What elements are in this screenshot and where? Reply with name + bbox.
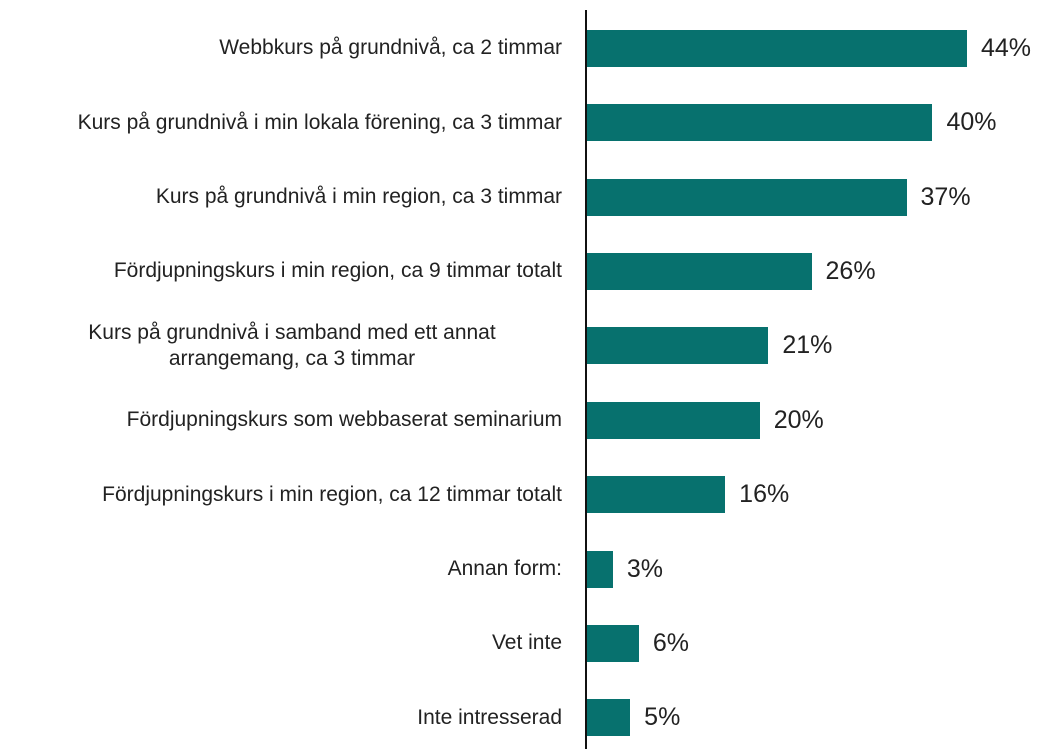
category-label: Fördjupningskurs som webbaserat seminari… — [126, 408, 562, 432]
category-label-box: Kurs på grundnivå i min region, ca 3 tim… — [2, 160, 562, 234]
category-label: Fördjupningskurs i min region, ca 12 tim… — [102, 482, 562, 506]
category-label-box: Vet inte — [2, 606, 562, 680]
category-label-box: Fördjupningskurs i min region, ca 9 timm… — [2, 234, 562, 308]
bar — [587, 104, 933, 142]
value-label: 16% — [739, 480, 790, 509]
value-label: 6% — [652, 628, 689, 657]
category-label: Fördjupningskurs i min region, ca 9 timm… — [113, 259, 562, 283]
category-label-box: Fördjupningskurs i min region, ca 12 tim… — [2, 458, 562, 532]
bar — [587, 699, 631, 737]
category-label: Kurs på grundnivå i min region, ca 3 tim… — [155, 185, 562, 208]
bar — [587, 29, 967, 67]
value-label: 40% — [946, 108, 997, 137]
bar — [587, 550, 613, 588]
category-label: Annan form: — [447, 557, 562, 580]
category-label: Webbkurs på grundnivå, ca 2 timmar — [219, 36, 562, 60]
value-label: 21% — [782, 331, 833, 360]
category-label-box: Inte intresserad — [2, 681, 562, 749]
value-label: 3% — [626, 554, 664, 583]
bar — [587, 401, 760, 439]
value-label: 20% — [773, 405, 824, 434]
bar — [587, 476, 726, 514]
category-label-box: Webbkurs på grundnivå, ca 2 timmar — [2, 11, 562, 85]
category-label-box: Kurs på grundnivå i samband med ett anna… — [2, 309, 562, 383]
category-label-box: Annan form: — [2, 532, 562, 606]
value-label: 44% — [981, 33, 1032, 62]
category-label-box: Fördjupningskurs som webbaserat seminari… — [2, 383, 562, 457]
value-label: 5% — [644, 703, 681, 732]
bar — [587, 252, 812, 290]
category-label-box: Kurs på grundnivå i min lokala förening,… — [2, 86, 562, 160]
axis-line — [585, 10, 587, 749]
value-label: 37% — [920, 182, 971, 211]
bar — [587, 178, 907, 216]
category-label: Vet inte — [491, 631, 562, 655]
bar — [587, 327, 769, 365]
category-label: Kurs på grundnivå i min lokala förening,… — [77, 110, 562, 134]
value-label: 26% — [825, 256, 876, 285]
category-label: Kurs på grundnivå i samband med ett anna… — [88, 320, 496, 370]
category-label: Inte intresserad — [417, 705, 562, 729]
bar — [587, 624, 639, 662]
